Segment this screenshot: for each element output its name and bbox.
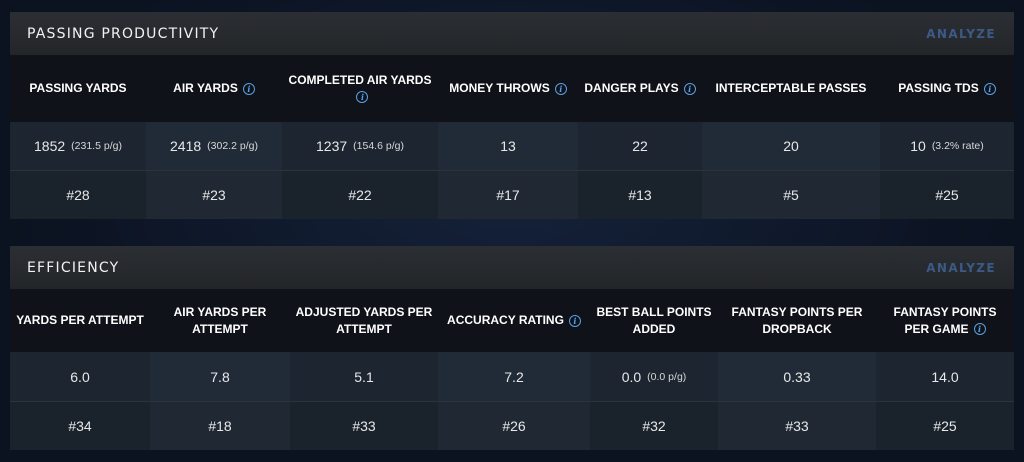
stat-value: 14.0 [876,352,1014,402]
stat-value: 5.1 [290,352,438,402]
column-header: FANTASY POINTS PER DROPBACK [731,304,863,336]
passing-productivity-panel: PASSING PRODUCTIVITY ANALYZE PASSING YAR… [10,12,1014,219]
stat-rank: #25 [880,171,1014,219]
panel-header: EFFICIENCY ANALYZE [10,246,1014,289]
column-header: PASSING TDS i [880,55,1014,122]
header-row: YARDS PER ATTEMPT AIR YARDS PER ATTEMPT … [10,289,1014,352]
stat-value: 7.8 [150,352,290,402]
info-icon[interactable]: i [554,82,567,95]
stat-value: 0.0 (0.0 p/g) [590,352,718,402]
info-icon[interactable]: i [356,91,369,104]
stat-value: 0.33 [718,352,876,402]
stat-rank: #23 [146,171,282,219]
stat-table: PASSING YARDS AIR YARDS i COMPLETED AIR Y… [10,55,1014,219]
stat-value: 6.0 [10,352,150,402]
column-header: DANGER PLAYS i [578,55,702,122]
analyze-link[interactable]: ANALYZE [926,260,996,275]
stat-rank: #25 [876,402,1014,450]
info-icon[interactable]: i [683,82,696,95]
stat-value: 2418 (302.2 p/g) [146,122,282,171]
stat-rank: #33 [718,402,876,450]
stat-value: 13 [438,122,578,171]
stat-rank: #13 [578,171,702,219]
header-row: PASSING YARDS AIR YARDS i COMPLETED AIR Y… [10,55,1014,122]
panel-title: EFFICIENCY [27,259,120,276]
rank-row: #34 #18 #33 #26 #32 #33 #25 [10,402,1014,450]
panel-header: PASSING PRODUCTIVITY ANALYZE [10,12,1014,55]
stat-rank: #17 [438,171,578,219]
efficiency-panel: EFFICIENCY ANALYZE YARDS PER ATTEMPT AIR… [10,246,1014,450]
stat-rank: #28 [10,171,146,219]
panel-title: PASSING PRODUCTIVITY [27,25,220,42]
stat-rank: #32 [590,402,718,450]
stat-value: 10 (3.2% rate) [880,122,1014,171]
rank-row: #28 #23 #22 #17 #13 #5 #25 [10,171,1014,219]
column-header: COMPLETED AIR YARDS i [288,72,432,104]
stat-value: 22 [578,122,702,171]
column-header: AIR YARDS PER ATTEMPT [173,304,267,336]
info-icon[interactable]: i [983,82,996,95]
info-icon[interactable]: i [242,82,255,95]
stat-rank: #22 [282,171,438,219]
column-header: FANTASY POINTS PER GAME i [893,304,997,336]
stat-value: 20 [702,122,880,171]
info-icon[interactable]: i [568,314,581,327]
column-header: ADJUSTED YARDS PER ATTEMPT [295,304,433,336]
stat-value: 1237 (154.6 p/g) [282,122,438,171]
stat-table: YARDS PER ATTEMPT AIR YARDS PER ATTEMPT … [10,289,1014,450]
column-header: PASSING YARDS [29,81,127,95]
column-header: AIR YARDS i [146,55,282,122]
info-icon[interactable]: i [973,323,986,336]
stat-rank: #18 [150,402,290,450]
column-header: BEST BALL POINTS ADDED [596,304,712,336]
value-row: 6.0 7.8 5.1 7.2 0.0 (0.0 p/g) 0.33 14.0 [10,352,1014,402]
column-header: ACCURACY RATING i [438,289,590,352]
stat-rank: #26 [438,402,590,450]
stat-rank: #34 [10,402,150,450]
stat-rank: #33 [290,402,438,450]
analyze-link[interactable]: ANALYZE [926,26,996,41]
column-header: INTERCEPTABLE PASSES [715,81,867,95]
column-header: MONEY THROWS i [438,55,578,122]
stat-value: 7.2 [438,352,590,402]
stat-rank: #5 [702,171,880,219]
stat-value: 1852 (231.5 p/g) [10,122,146,171]
column-header: YARDS PER ATTEMPT [16,313,144,327]
value-row: 1852 (231.5 p/g) 2418 (302.2 p/g) 1237 (154… [10,122,1014,171]
